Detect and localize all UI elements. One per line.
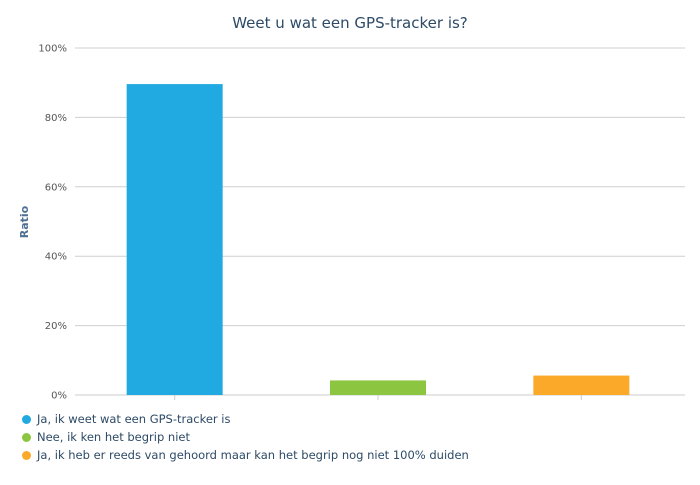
legend-item[interactable]: Ja, ik heb er reeds van gehoord maar kan… <box>22 446 469 464</box>
bar <box>330 380 426 395</box>
bar <box>533 375 630 395</box>
legend-item[interactable]: Ja, ik weet wat een GPS-tracker is <box>22 410 469 428</box>
bars <box>126 84 630 400</box>
bar <box>126 84 223 395</box>
y-axis-label: Ratio <box>18 205 31 238</box>
legend-label: Ja, ik heb er reeds van gehoord maar kan… <box>37 448 469 462</box>
y-tick-label: 60% <box>45 182 67 193</box>
y-tick-label: 0% <box>51 391 67 402</box>
legend-dot-icon <box>22 414 31 424</box>
chart-title: Weet u wat een GPS-tracker is? <box>232 14 468 32</box>
legend-label: Nee, ik ken het begrip niet <box>37 430 190 444</box>
legend: Ja, ik weet wat een GPS-tracker is Nee, i… <box>22 410 469 464</box>
legend-label: Ja, ik weet wat een GPS-tracker is <box>37 412 231 426</box>
y-axis-ticks: 0% 20% 40% 60% 80% 100% <box>38 44 67 402</box>
legend-item[interactable]: Nee, ik ken het begrip niet <box>22 428 469 446</box>
y-tick-label: 40% <box>45 252 67 263</box>
legend-dot-icon <box>22 450 31 460</box>
y-tick-label: 100% <box>38 44 67 55</box>
y-tick-label: 80% <box>45 113 67 124</box>
y-tick-label: 20% <box>45 321 67 332</box>
legend-dot-icon <box>22 432 31 442</box>
bar-chart: 0% 20% 40% 60% 80% 100% Ratio <box>18 44 685 402</box>
